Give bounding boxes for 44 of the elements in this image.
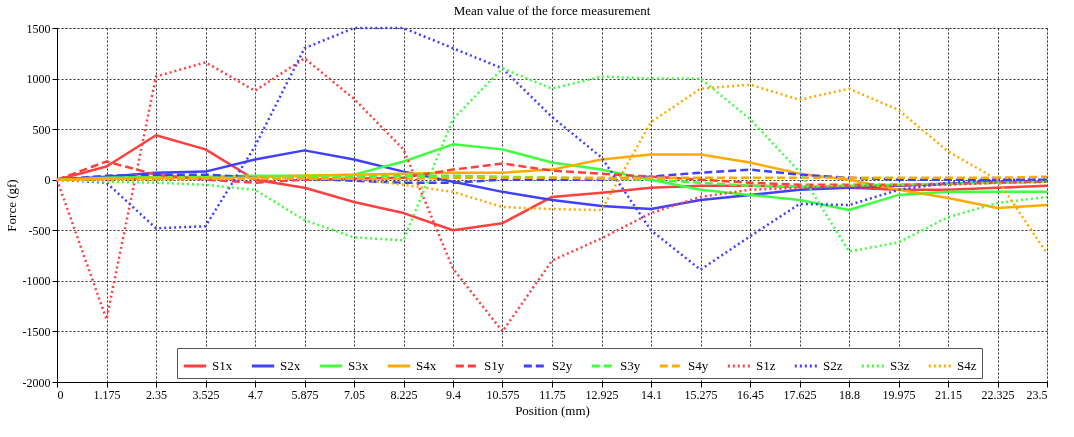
legend-label: S3x	[348, 358, 369, 373]
x-tick-label: 0	[57, 387, 64, 402]
y-tick-label: 1000	[26, 72, 51, 87]
x-tick-label: 8.225	[390, 387, 418, 402]
legend-label: S1x	[212, 358, 233, 373]
y-tick-label: 1500	[26, 21, 51, 36]
x-tick-label: 11.75	[539, 387, 566, 402]
x-tick-label: 15.275	[684, 387, 718, 402]
legend-label: S4y	[688, 358, 709, 373]
x-tick-label: 18.8	[839, 387, 860, 402]
chart-title: Mean value of the force measurement	[453, 3, 651, 18]
legend-label: S3y	[620, 358, 641, 373]
y-axis-title: Force (gf)	[3, 179, 19, 232]
x-tick-label: 12.925	[585, 387, 619, 402]
y-tick-label: 0	[44, 173, 51, 188]
x-tick-label: 5.875	[291, 387, 319, 402]
x-tick-label: 4.7	[248, 387, 263, 402]
x-tick-label: 22.325	[981, 387, 1015, 402]
y-tick-label: -1500	[22, 324, 51, 339]
x-tick-label: 23.5	[1026, 387, 1048, 402]
x-tick-label: 16.45	[737, 387, 764, 402]
x-tick-label: 3.525	[192, 387, 220, 402]
legend-label: S2x	[280, 358, 301, 373]
x-tick-label: 1.175	[93, 387, 121, 402]
x-tick-label: 7.05	[344, 387, 365, 402]
legend-label: S2y	[552, 358, 573, 373]
x-tick-label: 21.15	[935, 387, 962, 402]
legend-label: S4x	[416, 358, 437, 373]
x-tick-label: 19.975	[882, 387, 916, 402]
x-tick-label: 17.625	[783, 387, 817, 402]
x-tick-label: 9.4	[446, 387, 461, 402]
legend-label: S2z	[823, 358, 843, 373]
x-axis-title: Position (mm)	[515, 402, 590, 418]
legend-label: S1z	[756, 358, 776, 373]
y-tick-label: 500	[32, 122, 51, 137]
legend-label: S4z	[957, 358, 977, 373]
y-tick-label: -1000	[22, 274, 51, 289]
x-tick-label: 10.575	[486, 387, 520, 402]
y-tick-label: -500	[28, 223, 51, 238]
x-tick-label: 2.35	[146, 387, 167, 402]
y-tick-label: -2000	[22, 375, 51, 390]
legend-label: S3z	[890, 358, 910, 373]
legend-label: S1y	[484, 358, 505, 373]
x-tick-label: 14.1	[641, 387, 662, 402]
